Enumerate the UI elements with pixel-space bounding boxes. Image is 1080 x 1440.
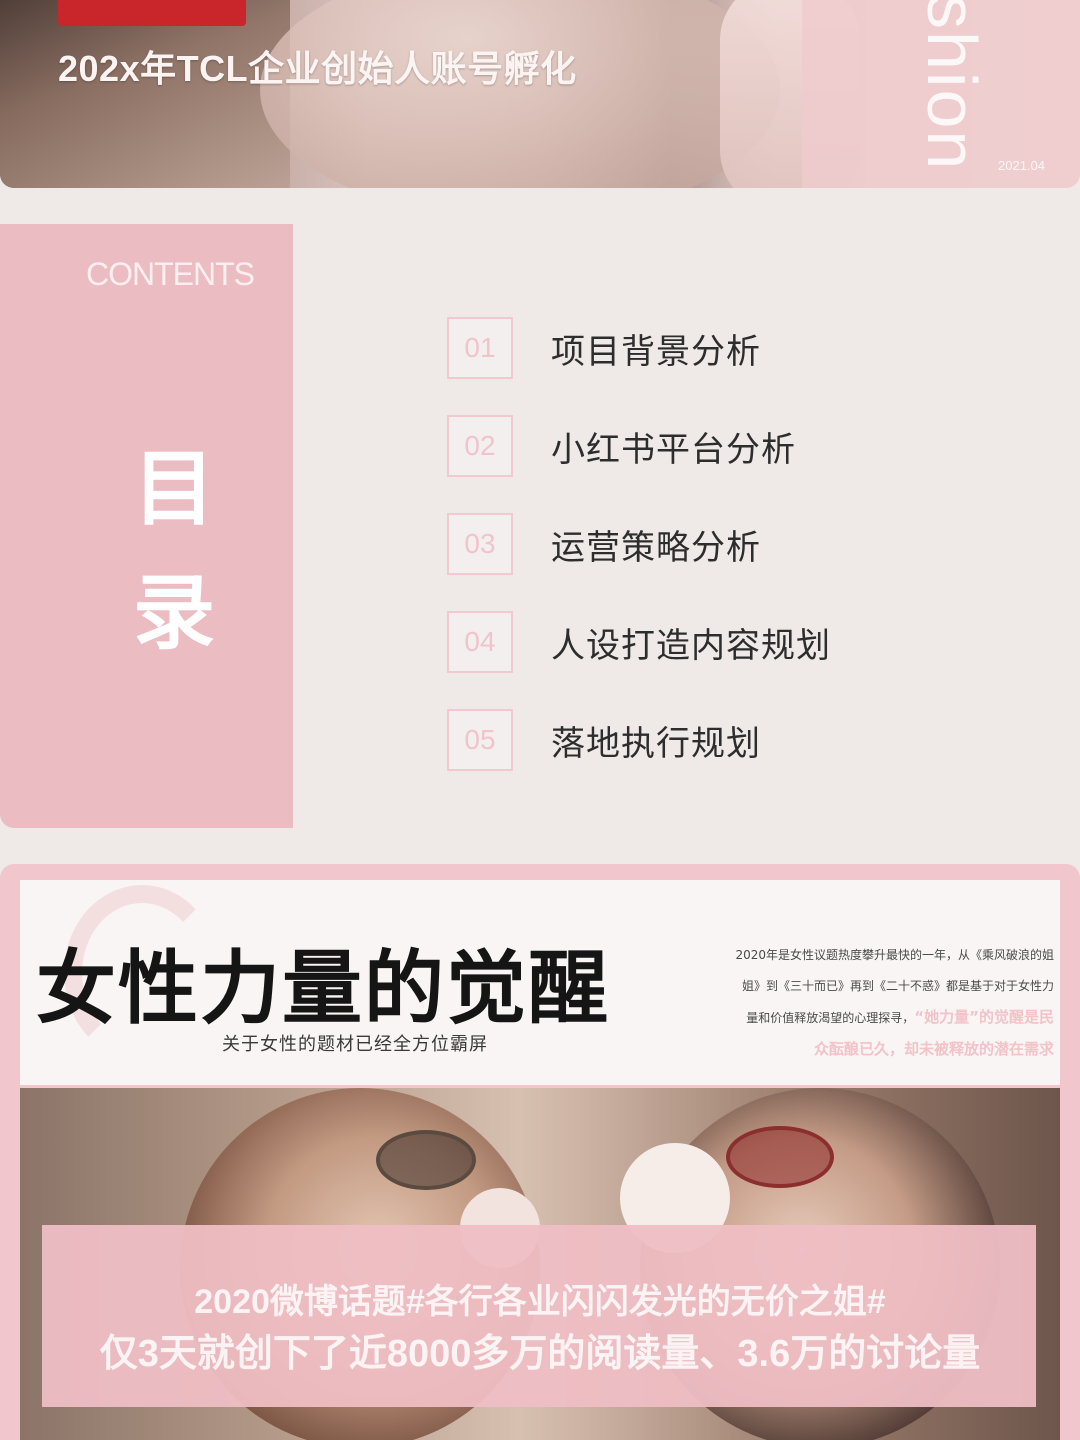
sunglasses-icon — [376, 1130, 476, 1190]
toc-label: 人设打造内容规划 — [551, 625, 831, 666]
toc-number: 05 — [447, 709, 513, 771]
fashion-vertical-word: shion — [913, 0, 991, 172]
toc-number: 04 — [447, 611, 513, 673]
description-highlight: 众酝酿已久，却未被释放的潜在需求 — [813, 1040, 1054, 1058]
banner-subtitle: 202x年TCL企业创始人账号孵化 — [58, 48, 577, 89]
top-banner — [0, 0, 1080, 188]
toc-item-2: 02 小红书平台分析 — [447, 414, 1007, 478]
toc-item-5: 05 落地执行规划 — [447, 708, 1007, 772]
toc-title: 目录 — [132, 442, 215, 661]
description-line: 姐》到《三十而已》再到《二十不惑》都是基于对于女性力 — [741, 979, 1054, 993]
toc-label: 运营策略分析 — [551, 527, 761, 568]
toc-number: 01 — [447, 317, 513, 379]
banner-date: 2021.04 — [998, 158, 1045, 173]
section-headline: 女性力量的觉醒 — [36, 942, 610, 1035]
banner-photo-hair — [0, 0, 290, 188]
toc-label: 项目背景分析 — [551, 331, 761, 372]
section-description: 2020年是女性议题热度攀升最快的一年，从《乘风破浪的姐 姐》到《三十而已》再到… — [690, 940, 1054, 1065]
contents-label: CONTENTS — [86, 256, 255, 292]
toc-number: 02 — [447, 415, 513, 477]
quote-box — [42, 1225, 1036, 1407]
description-highlight: “她力量”的觉醒是民 — [914, 1008, 1054, 1026]
description-line: 量和价值释放渴望的心理探寻，“她力量”的觉醒是民 — [690, 1002, 1054, 1034]
banner-pink-panel — [802, 0, 1080, 188]
banner-photo-face — [260, 0, 780, 188]
toc-item-1: 01 项目背景分析 — [447, 316, 1007, 380]
description-text: 量和价值释放渴望的心理探寻， — [746, 1011, 915, 1025]
toc-number: 03 — [447, 513, 513, 575]
quote-line-2: 仅3天就创下了近8000多万的阅读量、3.6万的讨论量 — [99, 1333, 981, 1375]
toc-item-4: 04 人设打造内容规划 — [447, 610, 1007, 674]
section-subheadline: 关于女性的题材已经全方位霸屏 — [222, 1034, 488, 1055]
toc-label: 落地执行规划 — [551, 723, 761, 764]
quote-line-1: 2020微博话题#各行各业闪闪发光的无价之姐# — [194, 1283, 886, 1321]
contents-side-panel — [0, 224, 293, 828]
sunglasses-icon — [726, 1126, 834, 1188]
red-tag — [58, 0, 246, 26]
toc-item-3: 03 运营策略分析 — [447, 512, 1007, 576]
description-line: 2020年是女性议题热度攀升最快的一年，从《乘风破浪的姐 — [735, 948, 1054, 962]
toc-label: 小红书平台分析 — [551, 429, 796, 470]
